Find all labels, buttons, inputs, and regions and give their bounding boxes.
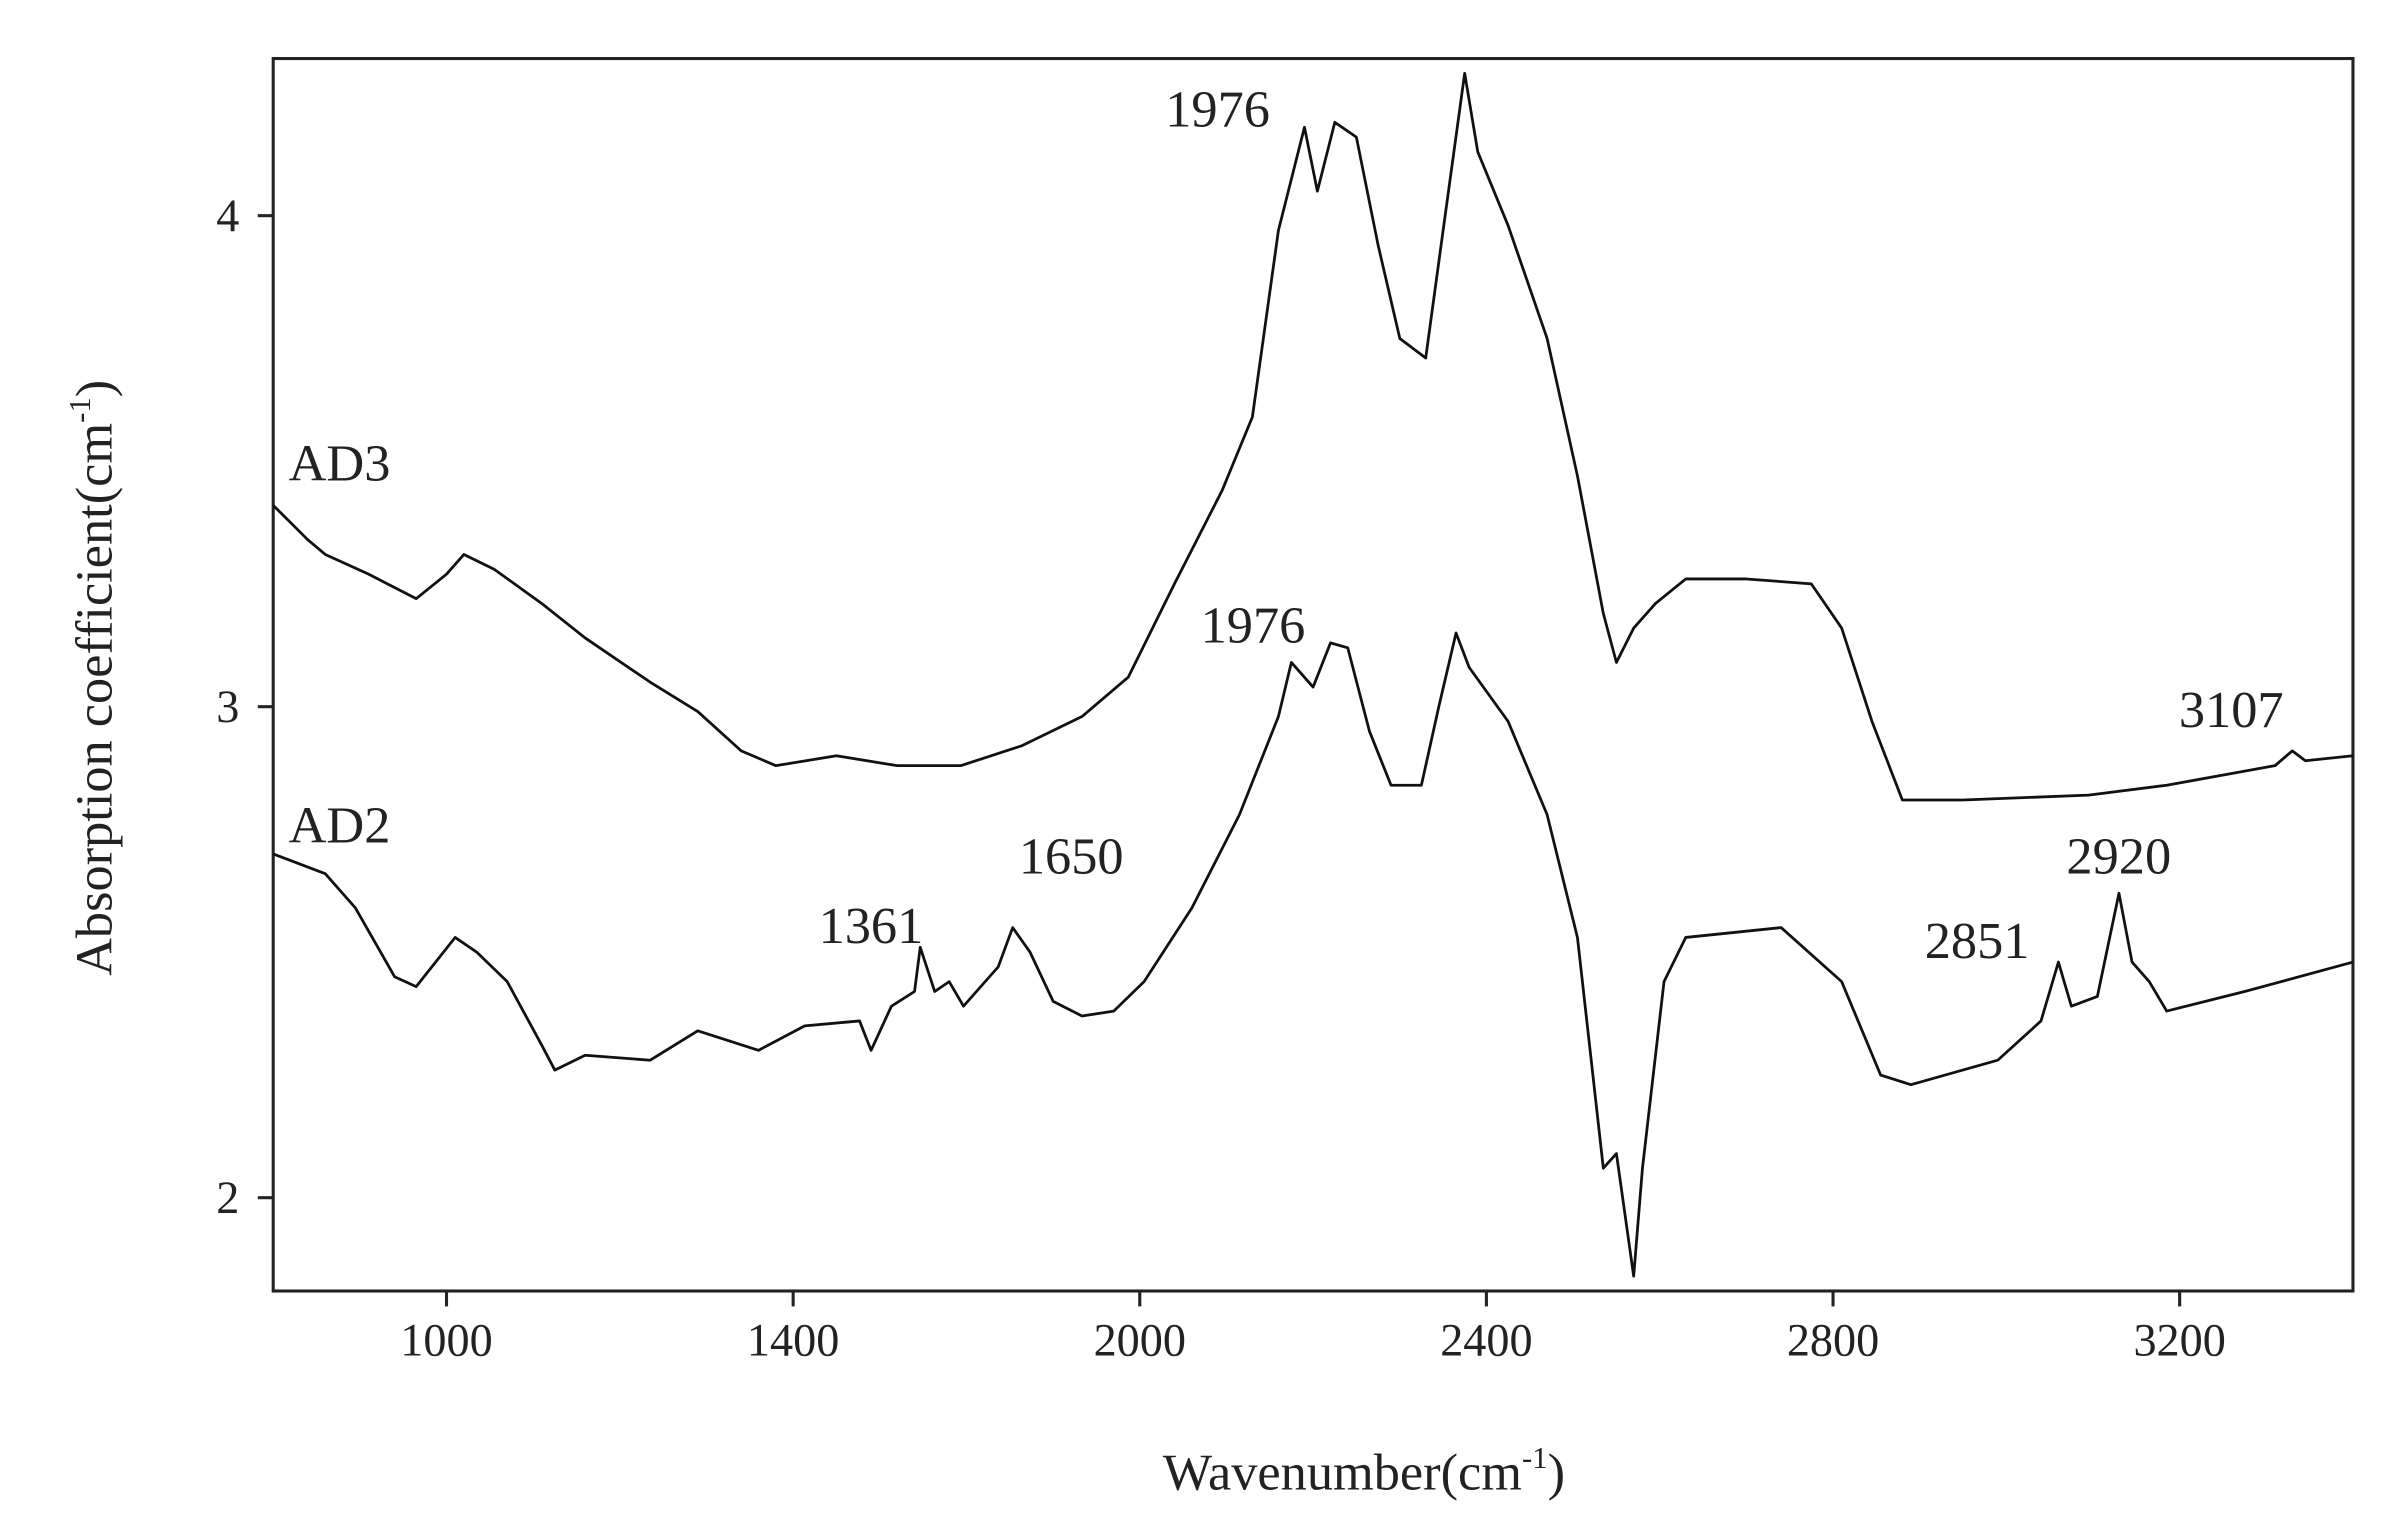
y-axis-label-sup: -1 xyxy=(63,397,97,423)
y-axis-label-end: ) xyxy=(65,380,123,397)
y-tick-label: 3 xyxy=(216,681,239,732)
x-tick-label: 1400 xyxy=(747,1315,839,1366)
annotation: 1361 xyxy=(819,897,924,955)
x-tick-label: 2000 xyxy=(1094,1315,1186,1366)
annotation: 2920 xyxy=(2066,828,2171,886)
y-axis-label: Absorption coefficient(cm-1) xyxy=(63,380,124,976)
annotation: 1650 xyxy=(1019,828,1124,886)
x-tick-label: 2400 xyxy=(1440,1315,1532,1366)
series-line xyxy=(272,71,2354,802)
annotation: 1976 xyxy=(1201,596,1306,654)
series-line xyxy=(272,631,2354,1278)
plot-frame xyxy=(271,57,2355,1293)
x-tick-label: 3200 xyxy=(2133,1315,2225,1366)
y-tick-label: 4 xyxy=(216,190,239,241)
series-label: AD3 xyxy=(289,435,391,493)
x-tick-label: 2800 xyxy=(1787,1315,1879,1366)
annotation: 3107 xyxy=(2179,681,2284,739)
annotation: 1976 xyxy=(1165,80,1270,138)
annotation: 2851 xyxy=(1925,912,2030,970)
x-axis-label: Wavenumber(cm-1) xyxy=(1163,1441,1565,1502)
x-tick-label: 1000 xyxy=(400,1315,492,1366)
x-axis-label-sup: -1 xyxy=(1522,1441,1548,1475)
series-label: AD2 xyxy=(289,797,391,855)
x-axis-label-text: Wavenumber(cm xyxy=(1163,1444,1522,1502)
x-axis-label-end: ) xyxy=(1548,1444,1565,1502)
y-axis-label-text: Absorption coefficient(cm xyxy=(65,423,123,976)
y-tick-label: 2 xyxy=(216,1172,239,1223)
